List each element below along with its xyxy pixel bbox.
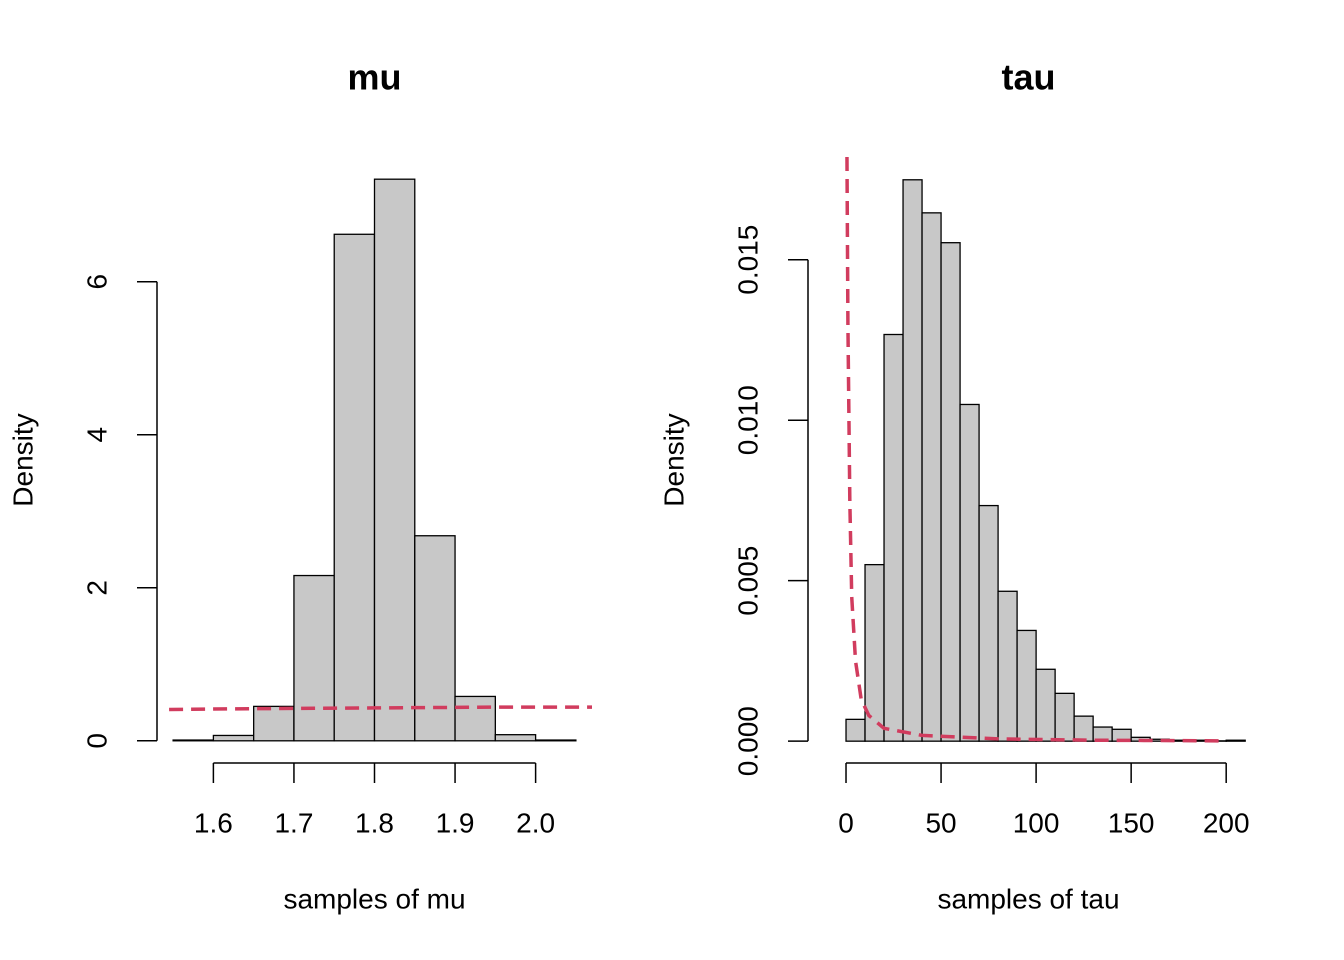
x-axis-label: samples of mu <box>283 883 465 914</box>
y-axis-label: Density <box>7 413 38 506</box>
density-curve <box>169 705 592 712</box>
bar <box>172 739 215 742</box>
y-tick-label: 0 <box>81 733 112 749</box>
bar <box>212 734 255 742</box>
x-tick-label: 150 <box>1108 807 1155 838</box>
x-tick-label: 100 <box>1013 807 1060 838</box>
x-tick-label: 1.6 <box>194 807 233 838</box>
bar <box>1016 629 1037 742</box>
density-curve <box>845 156 1227 743</box>
chart-title: tau <box>1002 57 1056 98</box>
bar <box>253 705 295 742</box>
bar <box>1035 668 1056 742</box>
chart-title: mu <box>348 57 402 98</box>
bar <box>454 695 496 742</box>
x-tick-label: 1.7 <box>274 807 313 838</box>
x-tick-label: 1.8 <box>355 807 394 838</box>
x-tick-label: 0 <box>838 807 854 838</box>
y-tick-label: 0.005 <box>732 546 763 616</box>
x-tick-label: 50 <box>925 807 956 838</box>
bar <box>494 734 537 742</box>
bar <box>902 179 923 742</box>
bar <box>333 233 376 742</box>
bar <box>1054 692 1075 742</box>
x-tick-label: 2.0 <box>516 807 555 838</box>
x-axis-label: samples of tau <box>937 883 1119 914</box>
bar <box>921 212 942 742</box>
bar <box>293 574 335 742</box>
bar <box>959 403 980 742</box>
y-tick-label: 6 <box>81 274 112 290</box>
y-tick-label: 2 <box>81 580 112 596</box>
x-tick-label: 1.9 <box>436 807 475 838</box>
bar <box>845 718 866 742</box>
y-tick-label: 4 <box>81 427 112 443</box>
bar <box>940 242 961 742</box>
bar <box>1073 715 1094 742</box>
bar <box>414 535 456 742</box>
y-tick-label: 0.015 <box>732 225 763 295</box>
bar <box>373 178 416 742</box>
y-tick-label: 0.010 <box>732 385 763 455</box>
x-tick-label: 200 <box>1203 807 1250 838</box>
y-tick-label: 0.000 <box>732 706 763 776</box>
y-axis-label: Density <box>658 413 689 506</box>
bar <box>534 739 577 742</box>
bar <box>883 333 904 742</box>
bar <box>1225 739 1246 742</box>
bar <box>978 504 999 742</box>
bar <box>997 590 1018 742</box>
